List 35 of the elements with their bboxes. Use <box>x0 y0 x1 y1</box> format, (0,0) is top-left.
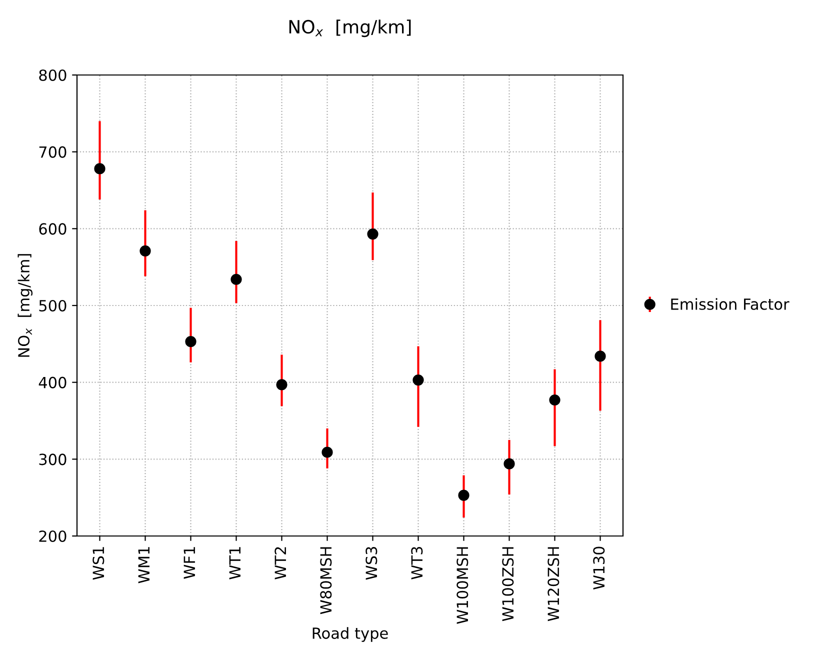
x-tick-label: WT1 <box>229 547 240 580</box>
y-tick-label: 600 <box>39 223 66 235</box>
point <box>322 446 333 458</box>
x-tick-label: WM1 <box>138 547 150 584</box>
x-tick-label: W80MSH <box>320 547 332 614</box>
x-tick-label: W100MSH <box>456 547 468 624</box>
y-tick-label: 300 <box>39 454 66 466</box>
point <box>140 245 151 257</box>
y-tick-label: 500 <box>39 300 66 312</box>
point <box>367 228 378 240</box>
point <box>549 394 560 406</box>
point <box>276 379 288 390</box>
x-tick-label: W120ZSH <box>548 547 560 622</box>
point <box>458 490 470 501</box>
x-tick-label: W100ZSH <box>502 547 514 622</box>
point <box>230 274 242 285</box>
y-tick-label: 200 <box>39 530 66 542</box>
y-axis-title: NO$_{x}$ [mg/km] <box>18 254 33 357</box>
point <box>185 336 196 348</box>
x-tick-label: WT2 <box>274 547 286 580</box>
x-tick-label: WF1 <box>184 547 195 579</box>
x-tick-label: WS3 <box>366 546 378 580</box>
x-axis-title: Road type <box>312 627 388 642</box>
x-tick-label: WT3 <box>411 546 423 580</box>
y-tick-label: 400 <box>38 376 66 388</box>
chart-title: NO$_{x}$ [mg/km] <box>289 20 411 38</box>
y-tick-label: 700 <box>39 146 66 158</box>
point <box>412 374 424 386</box>
x-tick-label: W130 <box>593 546 605 590</box>
point <box>94 163 106 174</box>
point <box>594 350 606 362</box>
x-tick-label: WS1 <box>92 547 104 580</box>
y-tick-label: 800 <box>39 69 66 82</box>
legend-label: Emission Factor <box>671 298 790 310</box>
point <box>504 458 515 470</box>
